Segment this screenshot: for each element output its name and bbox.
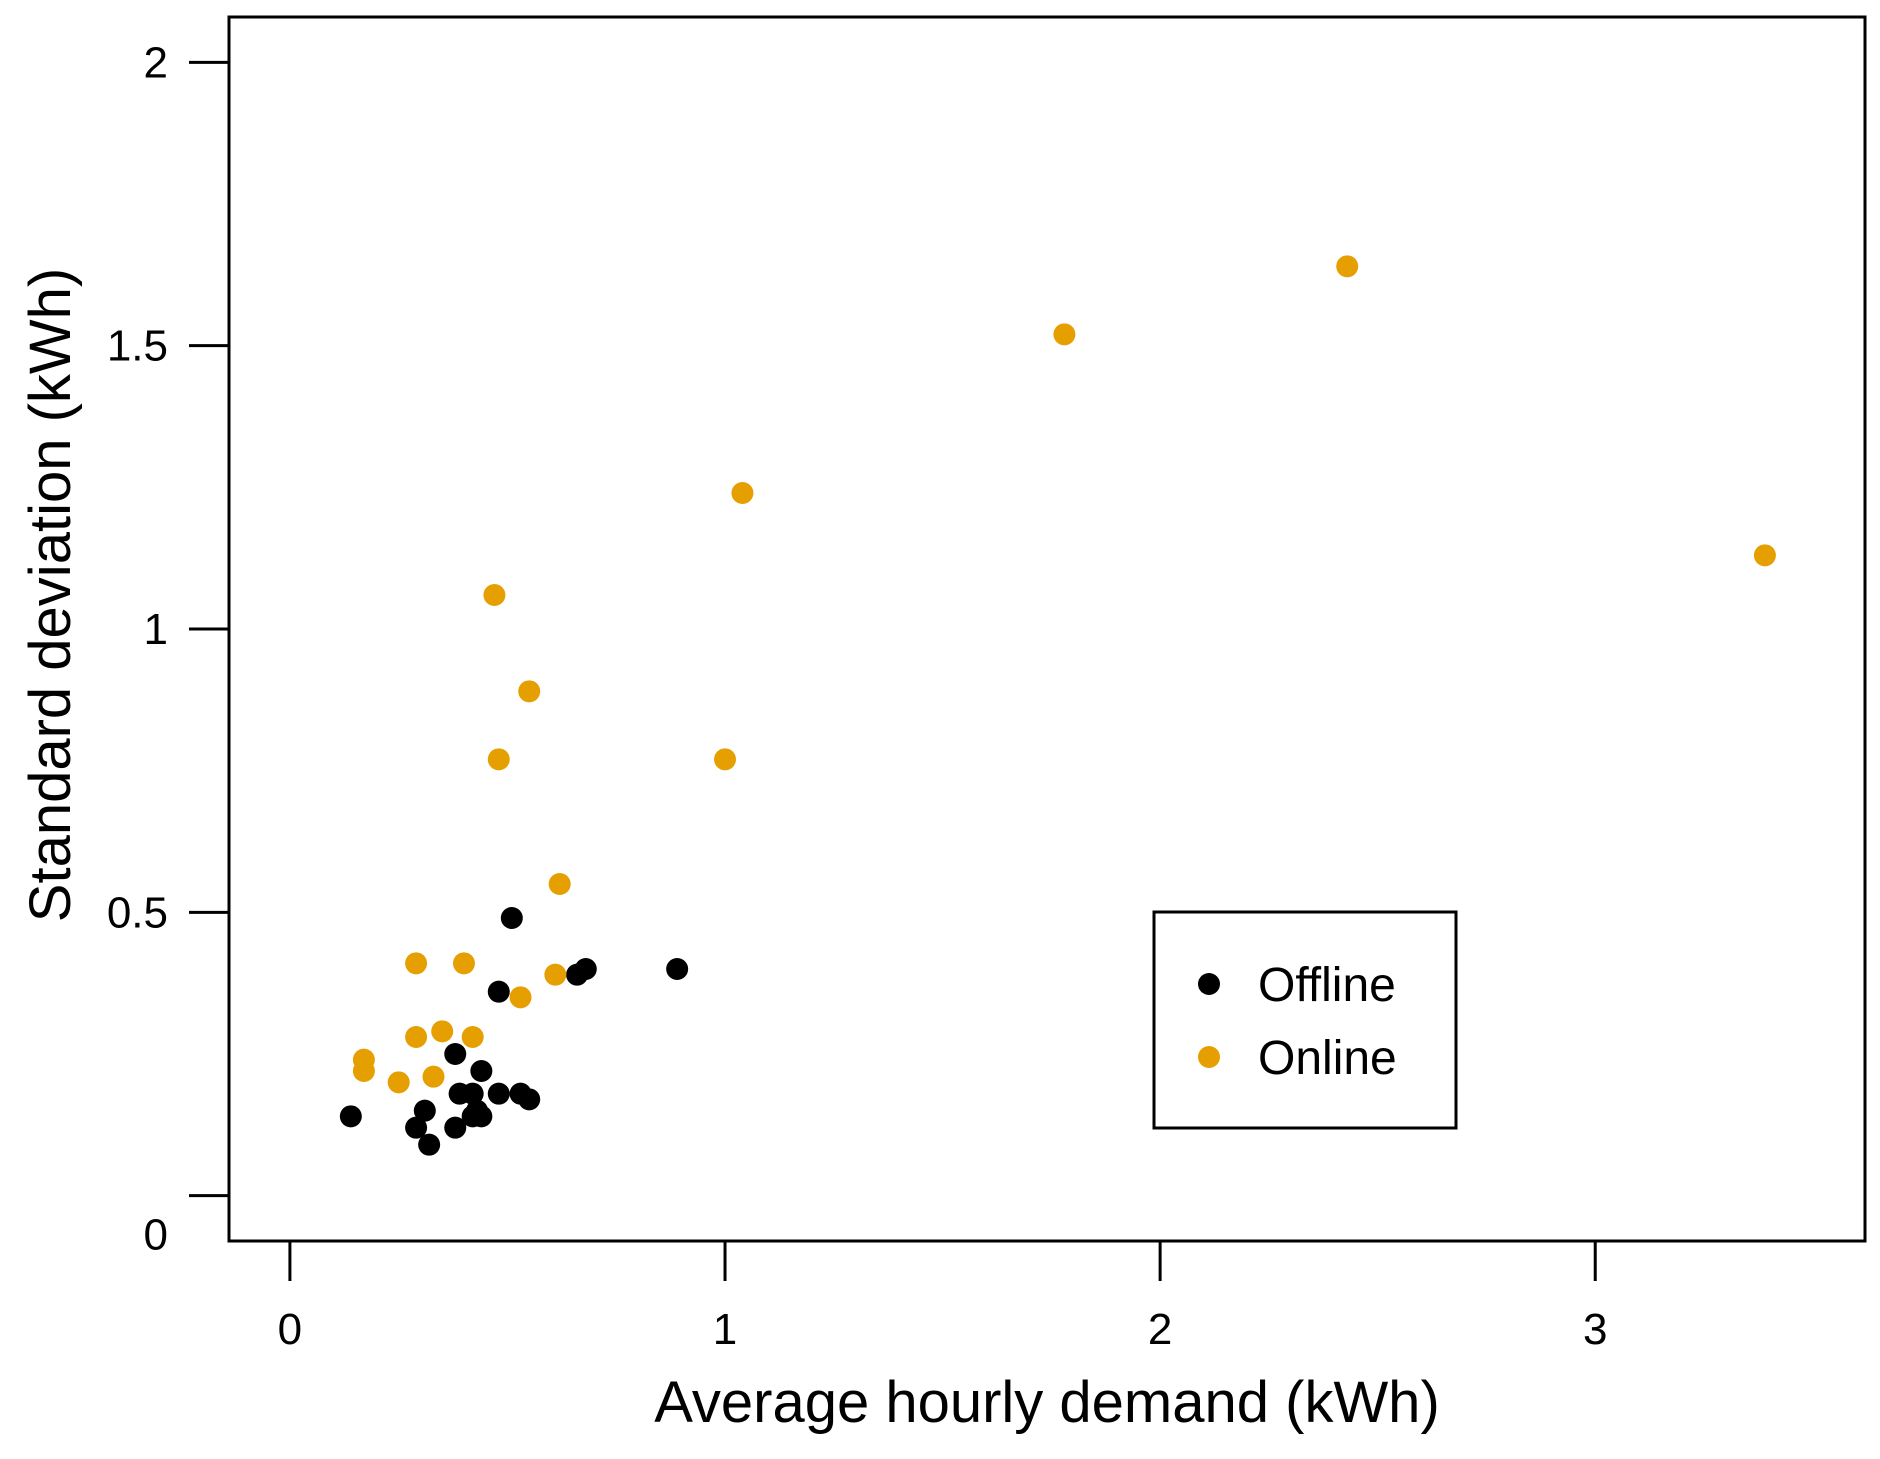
y-tick-label: 0: [144, 1211, 168, 1260]
point-online: [422, 1065, 445, 1088]
x-axis-title: Average hourly demand (kWh): [654, 1370, 1440, 1435]
point-online: [461, 1026, 484, 1048]
point-online: [352, 1060, 375, 1082]
point-offline: [666, 958, 689, 980]
legend-marker-offline: [1198, 973, 1220, 995]
point-offline: [444, 1043, 467, 1065]
y-tick-label: 2: [144, 38, 168, 87]
point-online: [483, 584, 506, 606]
x-tick-label: 3: [1583, 1305, 1607, 1354]
point-offline: [418, 1133, 441, 1156]
point-online: [731, 482, 754, 504]
point-online: [548, 873, 571, 895]
point-offline: [470, 1060, 493, 1082]
y-axis-title: Standard deviation (kWh): [18, 268, 83, 922]
legend-box: [1152, 910, 1458, 1130]
point-online: [452, 952, 475, 975]
x-tick-label: 0: [278, 1305, 302, 1354]
y-tick-label: 1: [144, 605, 168, 654]
point-offline: [470, 1105, 493, 1128]
point-online: [518, 680, 541, 703]
point-offline: [413, 1099, 436, 1122]
point-online: [1336, 255, 1359, 278]
point-online: [1053, 323, 1076, 346]
x-tick-label: 2: [1148, 1305, 1172, 1354]
point-online: [405, 952, 428, 975]
point-online: [431, 1020, 454, 1043]
point-offline: [574, 958, 597, 980]
point-offline: [461, 1082, 484, 1105]
point-offline: [518, 1088, 541, 1111]
point-online: [1753, 544, 1776, 567]
x-tick-label: 1: [713, 1305, 737, 1354]
x-axis: 0 1 2 3: [278, 1241, 1607, 1354]
y-tick-label: 0.5: [107, 888, 168, 937]
point-online: [714, 748, 737, 771]
plot-frame: [227, 15, 1867, 1243]
point-offline: [339, 1105, 362, 1128]
point-online: [405, 1026, 428, 1048]
point-offline: [500, 907, 523, 929]
point-offline: [487, 1082, 510, 1105]
point-online: [544, 963, 567, 986]
y-axis: 0 0.5 1 1.5 2: [107, 38, 229, 1260]
data-points: [339, 255, 1776, 1156]
legend: Offline Online: [1152, 910, 1458, 1130]
point-offline: [487, 980, 510, 1003]
point-online: [509, 986, 532, 1009]
legend-label-offline: Offline: [1258, 959, 1396, 1012]
y-tick-label: 1.5: [107, 322, 168, 371]
point-online: [487, 748, 510, 771]
legend-marker-online: [1198, 1046, 1220, 1068]
point-offline: [444, 1116, 467, 1139]
point-online: [387, 1071, 410, 1094]
point-offline: [405, 1116, 428, 1139]
legend-label-online: Online: [1258, 1032, 1397, 1085]
